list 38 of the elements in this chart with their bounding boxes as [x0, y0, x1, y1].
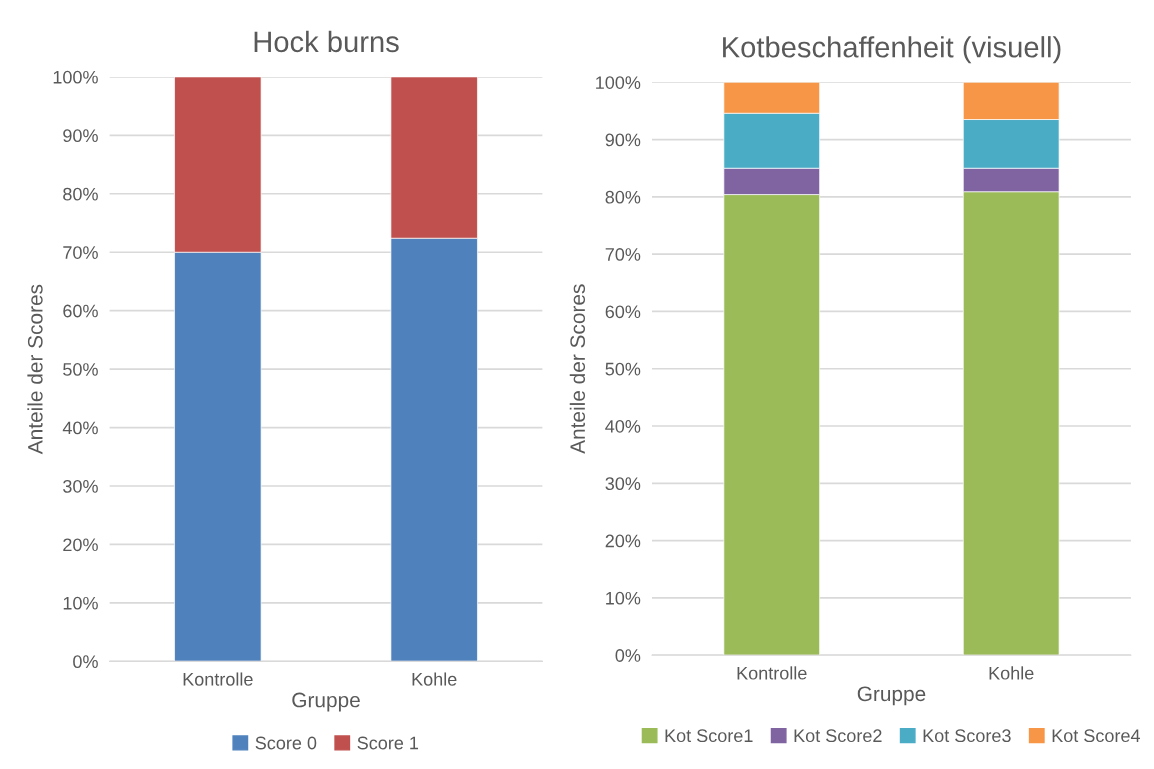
y-tick-label: 0% — [615, 649, 641, 662]
y-tick-label: 100% — [53, 70, 98, 84]
y-tick-label: 50% — [605, 362, 641, 376]
x-axis-title: Gruppe — [857, 686, 926, 706]
legend-label: Score 0 — [255, 736, 317, 750]
x-axis-title: Gruppe — [292, 692, 360, 712]
x-tick-label: Kohle — [412, 672, 457, 686]
y-tick-label: 0% — [73, 655, 98, 669]
legend-label: Score 1 — [357, 736, 419, 750]
y-tick-label: 40% — [605, 419, 641, 433]
x-tick-label: Kontrolle — [183, 672, 253, 686]
chart-title: Kotbeschaffenheit (visuell) — [723, 36, 1061, 64]
legend-label: Kot Score3 — [923, 729, 1011, 743]
legend-label: Kot Score4 — [1052, 729, 1140, 743]
y-axis-title: Anteile der Scores — [27, 284, 43, 455]
y-axis-title: Anteile der Scores — [569, 284, 586, 454]
y-tick-label: 40% — [62, 421, 98, 435]
y-tick-label: 10% — [63, 596, 98, 610]
y-tick-label: 90% — [63, 129, 98, 143]
legend-label: Kot Score2 — [794, 729, 882, 743]
y-tick-label: 60% — [63, 304, 98, 318]
y-tick-label: 60% — [605, 305, 641, 319]
legend-label: Kot Score1 — [665, 729, 753, 743]
y-tick-label: 50% — [63, 363, 98, 376]
x-tick-label: Kohle — [989, 666, 1034, 680]
y-tick-label: 80% — [605, 190, 641, 204]
y-tick-label: 90% — [605, 133, 641, 147]
y-tick-label: 100% — [596, 76, 641, 89]
chart-title: Hock burns — [254, 30, 399, 53]
y-tick-label: 30% — [605, 477, 641, 491]
y-tick-label: 10% — [606, 591, 641, 605]
y-tick-label: 20% — [605, 534, 641, 548]
x-tick-label: Kontrolle — [737, 666, 807, 680]
y-tick-label: 80% — [63, 187, 98, 201]
y-tick-label: 30% — [63, 479, 98, 493]
y-tick-label: 70% — [605, 248, 641, 261]
y-tick-label: 70% — [63, 246, 98, 259]
y-tick-label: 20% — [63, 538, 98, 552]
